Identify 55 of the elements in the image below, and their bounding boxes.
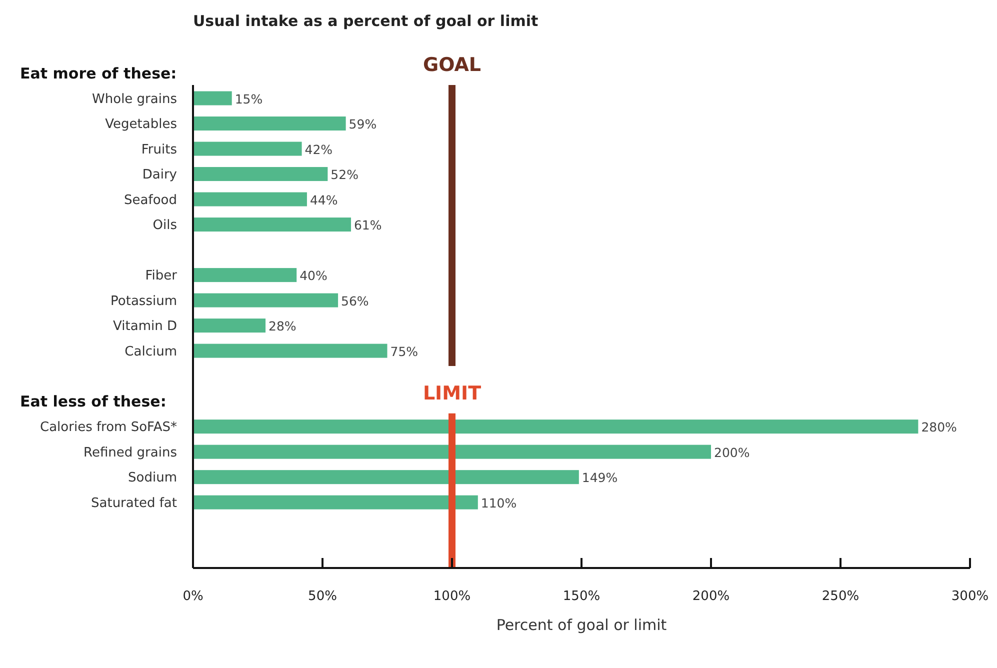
data-label: 56% bbox=[341, 293, 369, 308]
y-tick-label: Vitamin D bbox=[113, 319, 177, 334]
bar bbox=[193, 268, 297, 282]
x-tick-label: 200% bbox=[692, 589, 730, 604]
bar bbox=[193, 444, 711, 459]
y-tick-label: Refined grains bbox=[84, 445, 178, 460]
y-tick-label: Dairy bbox=[142, 168, 178, 183]
data-label: 75% bbox=[390, 344, 418, 359]
bar bbox=[193, 318, 266, 333]
y-tick-label: Sodium bbox=[128, 470, 177, 486]
x-axis-title: Percent of goal or limit bbox=[496, 616, 667, 634]
ref-line-label: LIMIT bbox=[422, 382, 482, 404]
bar bbox=[193, 470, 579, 484]
data-label: 59% bbox=[348, 116, 377, 132]
y-tick-label: Saturated fat bbox=[91, 496, 177, 511]
bar bbox=[193, 344, 388, 358]
bar bbox=[193, 420, 918, 434]
bar bbox=[193, 495, 478, 510]
x-tick-label: 50% bbox=[308, 589, 337, 604]
x-tick-label: 250% bbox=[822, 589, 860, 604]
data-label: 44% bbox=[310, 192, 338, 208]
y-tick-label: Whole grains bbox=[92, 92, 178, 107]
data-label: 200% bbox=[714, 444, 750, 460]
text: Eat more of these: bbox=[20, 64, 177, 82]
x-tick-label: 100% bbox=[433, 589, 471, 604]
x-tick-label: 300% bbox=[951, 589, 989, 604]
y-tick-label: Seafood bbox=[124, 192, 177, 208]
data-label: 149% bbox=[582, 470, 618, 486]
y-tick-label: Vegetables bbox=[105, 117, 178, 132]
data-label: 40% bbox=[300, 268, 328, 284]
text: Eat less of these: bbox=[20, 392, 166, 411]
data-label: 52% bbox=[330, 167, 359, 182]
data-label: 42% bbox=[304, 142, 333, 157]
x-tick-label: 150% bbox=[562, 589, 600, 604]
bar bbox=[193, 116, 346, 131]
data-label: 61% bbox=[354, 218, 382, 233]
y-tick-label: Calories from SoFAS* bbox=[40, 420, 178, 436]
ref-line-label: GOAL bbox=[422, 54, 482, 76]
bar bbox=[193, 192, 307, 206]
y-tick-label: Fiber bbox=[145, 268, 178, 284]
data-label: 15% bbox=[234, 91, 263, 106]
x-tick-label: 0% bbox=[182, 589, 204, 604]
data-label: 110% bbox=[480, 495, 517, 510]
bar bbox=[193, 293, 338, 308]
y-tick-label: Calcium bbox=[124, 344, 177, 360]
y-tick-label: Potassium bbox=[110, 294, 177, 309]
bar bbox=[193, 167, 328, 182]
y-tick-label: Oils bbox=[152, 218, 178, 234]
data-label: 280% bbox=[921, 420, 958, 435]
bar bbox=[193, 91, 232, 106]
y-tick-label: Fruits bbox=[141, 142, 178, 158]
chart-title: Usual intake as a percent of goal or limit bbox=[193, 12, 538, 30]
bar bbox=[193, 142, 302, 156]
data-label: 28% bbox=[268, 318, 296, 334]
bar bbox=[193, 218, 351, 232]
